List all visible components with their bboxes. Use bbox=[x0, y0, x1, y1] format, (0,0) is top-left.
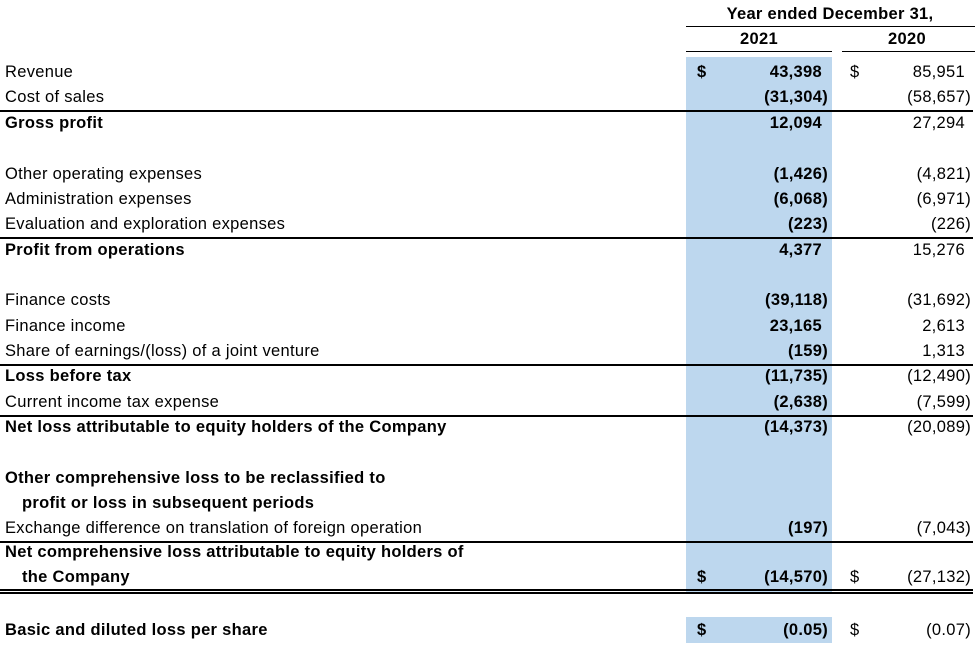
column-header: 2020 bbox=[888, 30, 926, 48]
row-label: Basic and diluted loss per share bbox=[5, 621, 268, 639]
value: (7,043) bbox=[916, 519, 971, 537]
row-label: Net comprehensive loss attributable to e… bbox=[5, 543, 464, 561]
value: 2,613 bbox=[922, 317, 965, 335]
value: 27,294 bbox=[912, 114, 965, 132]
row-label: Finance costs bbox=[5, 291, 111, 309]
row-label: Gross profit bbox=[5, 114, 104, 132]
value: (226) bbox=[930, 215, 971, 233]
value: (6,068) bbox=[773, 190, 828, 208]
value: (14,570) bbox=[764, 568, 828, 586]
value: 1,313 bbox=[922, 342, 965, 360]
row-label: Exchange difference on translation of fo… bbox=[5, 519, 423, 537]
value: (14,373) bbox=[764, 418, 828, 436]
rule bbox=[0, 415, 973, 417]
row-label: Share of earnings/(loss) of a joint vent… bbox=[5, 342, 320, 360]
value: (7,599) bbox=[916, 393, 971, 411]
row-label: Current income tax expense bbox=[5, 393, 220, 411]
value: (159) bbox=[787, 342, 828, 360]
value: (0.05) bbox=[783, 621, 828, 639]
value: 4,377 bbox=[779, 241, 822, 259]
currency-symbol: $ bbox=[697, 63, 707, 81]
row-label: Administration expenses bbox=[5, 190, 192, 208]
rule bbox=[0, 110, 973, 112]
value: 23,165 bbox=[769, 317, 822, 335]
rule bbox=[0, 237, 973, 239]
row-label: profit or loss in subsequent periods bbox=[22, 494, 315, 512]
value: (58,657) bbox=[907, 88, 971, 106]
currency-symbol: $ bbox=[850, 63, 860, 81]
value: 85,951 bbox=[912, 63, 965, 81]
highlight-cell bbox=[686, 617, 832, 643]
rule bbox=[0, 541, 973, 543]
row-label: Revenue bbox=[5, 63, 74, 81]
value: (31,304) bbox=[764, 88, 828, 106]
currency-symbol: $ bbox=[850, 621, 860, 639]
value: (27,132) bbox=[907, 568, 971, 586]
column-header: 2021 bbox=[740, 30, 778, 48]
value: (6,971) bbox=[916, 190, 971, 208]
rule bbox=[0, 589, 973, 591]
value: 43,398 bbox=[769, 63, 822, 81]
row-label: Finance income bbox=[5, 317, 126, 335]
header-title: Year ended December 31, bbox=[726, 5, 934, 23]
rule bbox=[0, 364, 973, 366]
value: (223) bbox=[787, 215, 828, 233]
value: (20,089) bbox=[907, 418, 971, 436]
rule bbox=[686, 51, 832, 52]
currency-symbol: $ bbox=[850, 568, 860, 586]
rule bbox=[0, 592, 973, 594]
row-label: Profit from operations bbox=[5, 241, 185, 259]
value: (2,638) bbox=[773, 393, 828, 411]
currency-symbol: $ bbox=[697, 621, 707, 639]
value: (11,735) bbox=[765, 367, 828, 385]
row-label: Evaluation and exploration expenses bbox=[5, 215, 286, 233]
row-label: Loss before tax bbox=[5, 367, 132, 385]
row-label: Other operating expenses bbox=[5, 165, 203, 183]
row-label: Other comprehensive loss to be reclassif… bbox=[5, 469, 386, 487]
rule bbox=[686, 26, 975, 27]
value: 15,276 bbox=[912, 241, 965, 259]
value: (0.07) bbox=[926, 621, 971, 639]
value: 12,094 bbox=[769, 114, 822, 132]
value: (12,490) bbox=[907, 367, 971, 385]
row-label: the Company bbox=[22, 568, 130, 586]
value: (1,426) bbox=[773, 165, 828, 183]
value: (197) bbox=[787, 519, 828, 537]
rule bbox=[842, 51, 975, 52]
currency-symbol: $ bbox=[697, 568, 707, 586]
highlight-column bbox=[686, 57, 832, 593]
value: (39,118) bbox=[765, 291, 828, 309]
row-label: Net loss attributable to equity holders … bbox=[5, 418, 447, 436]
value: (4,821) bbox=[916, 165, 971, 183]
value: (31,692) bbox=[907, 291, 971, 309]
row-label: Cost of sales bbox=[5, 88, 105, 106]
